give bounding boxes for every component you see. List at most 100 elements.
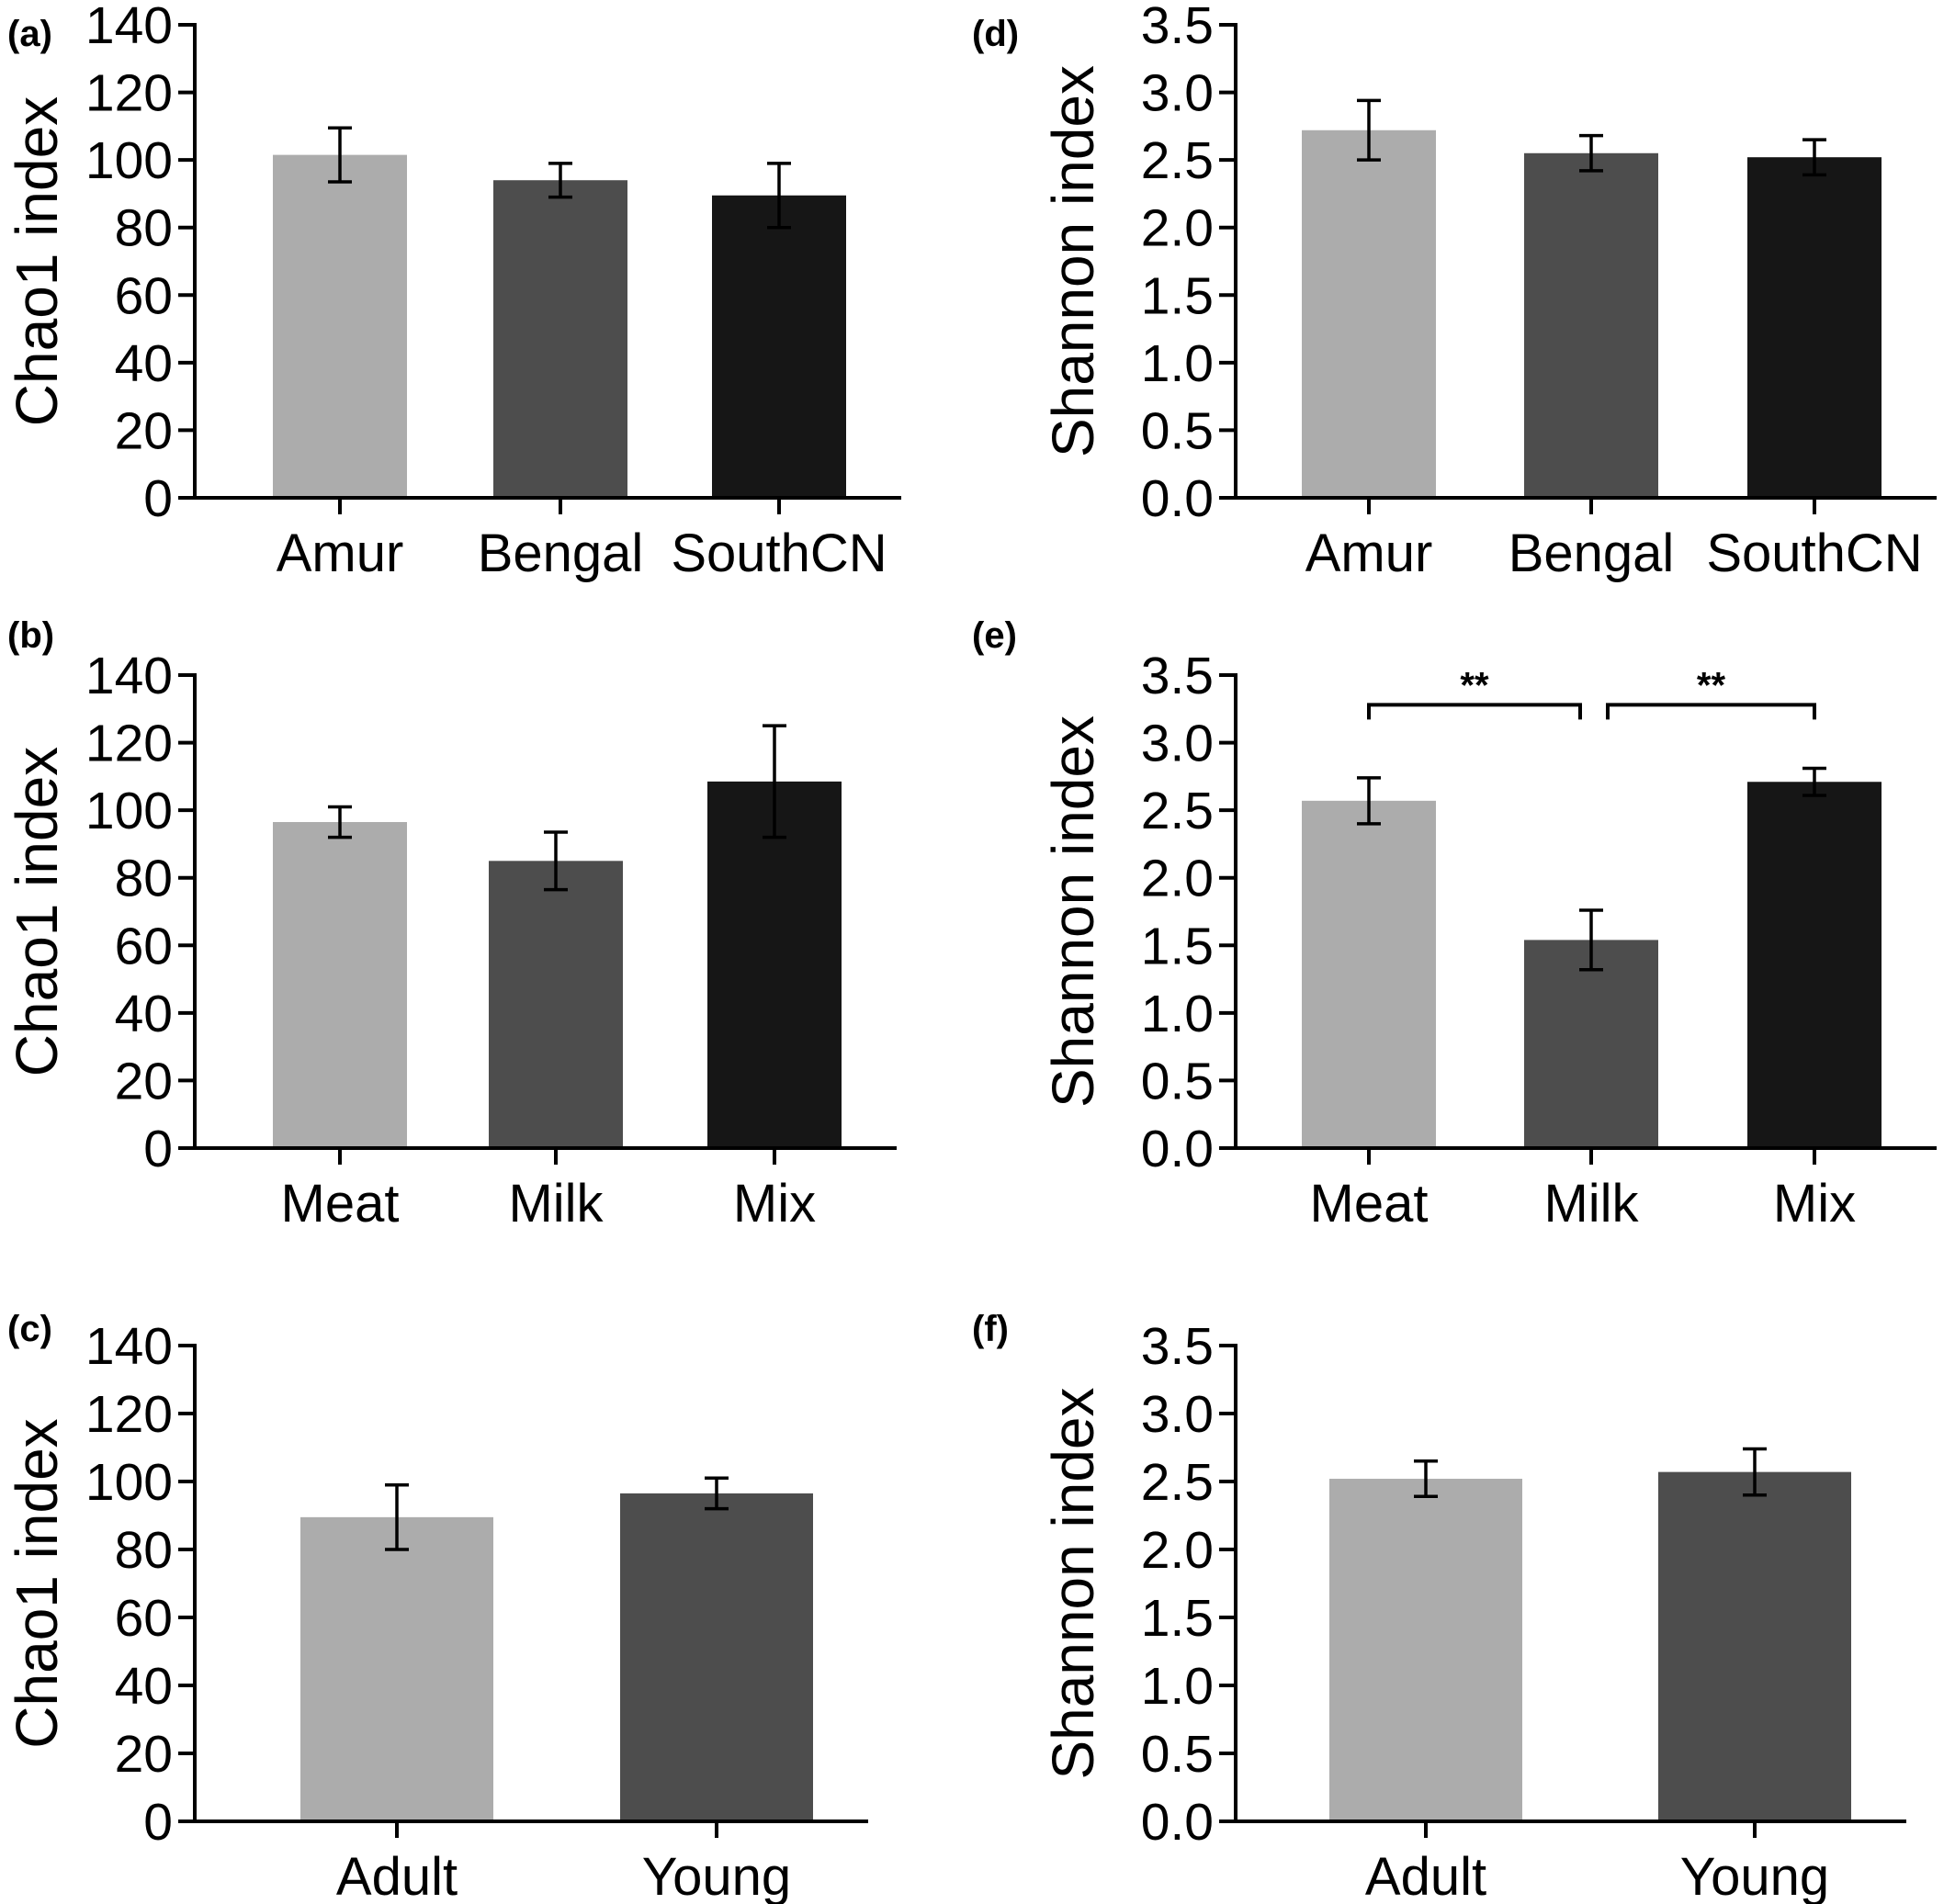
panel-label: (b)	[7, 615, 54, 656]
y-tick-label: 120	[85, 1385, 173, 1444]
y-axis-title: Chao1 index	[4, 96, 70, 426]
x-tick-label: Mix	[733, 1174, 816, 1234]
y-tick-label: 0	[143, 1120, 173, 1178]
y-tick-label: 40	[115, 334, 173, 393]
x-tick-label: Meat	[281, 1174, 400, 1234]
y-tick-label: 100	[85, 1453, 173, 1512]
x-tick-label: Young	[642, 1847, 791, 1904]
y-tick-label: 80	[115, 1521, 173, 1580]
y-tick-label: 3.5	[1141, 1317, 1214, 1376]
bar-southcn	[1747, 157, 1882, 498]
y-tick-label: 0.5	[1141, 1052, 1214, 1110]
y-tick-label: 3.0	[1141, 64, 1214, 123]
y-axis-title: Shannon index	[1040, 1387, 1106, 1779]
y-tick-label: 140	[85, 1317, 173, 1376]
y-tick-label: 60	[115, 917, 173, 975]
significance-label: **	[1460, 665, 1489, 705]
x-tick-label: Adult	[336, 1847, 458, 1904]
y-tick-label: 20	[115, 1725, 173, 1784]
bar-meat	[1302, 800, 1436, 1148]
significance-bracket	[1606, 703, 1816, 720]
x-tick-label: Milk	[508, 1174, 604, 1234]
y-tick-label: 2.5	[1141, 131, 1214, 190]
x-tick-label: SouthCN	[671, 524, 887, 583]
bar-meat	[273, 822, 407, 1148]
chart-panel-4: (e) Shannon index 0.0 0.5 1.0 1.5 2.0 2.5 3.0 3.5…	[972, 615, 1937, 1234]
y-tick-label: 1.0	[1141, 985, 1214, 1043]
y-tick-label: 20	[115, 401, 173, 460]
x-tick-label: SouthCN	[1706, 524, 1922, 583]
y-tick-label: 100	[85, 782, 173, 840]
y-axis-title: Shannon index	[1040, 65, 1106, 457]
panel-label: (a)	[7, 14, 52, 54]
y-tick-label: 40	[115, 1657, 173, 1716]
bar-adult	[1329, 1479, 1522, 1821]
y-tick-label: 1.5	[1141, 1589, 1214, 1648]
y-tick-label: 2.0	[1141, 199, 1214, 258]
x-tick-label: Amur	[277, 524, 404, 583]
y-tick-label: 2.5	[1141, 1453, 1214, 1512]
y-axis-title: Chao1 index	[4, 747, 70, 1076]
bar-amur	[273, 154, 407, 498]
y-tick-label: 3.0	[1141, 715, 1214, 773]
x-tick-label: Adult	[1365, 1847, 1486, 1904]
y-tick-label: 0.5	[1141, 1725, 1214, 1784]
y-tick-label: 80	[115, 199, 173, 258]
y-tick-label: 60	[115, 1589, 173, 1648]
panel-label: (d)	[972, 14, 1019, 54]
y-axis-title: Shannon index	[1040, 715, 1106, 1108]
y-tick-label: 0.0	[1141, 1793, 1214, 1852]
y-tick-label: 3.5	[1141, 0, 1214, 55]
y-tick-label: 0	[143, 469, 173, 528]
y-tick-label: 140	[85, 647, 173, 705]
significance-label: **	[1697, 665, 1726, 705]
y-tick-label: 20	[115, 1052, 173, 1110]
panel-label: (c)	[7, 1309, 52, 1349]
bar-mix	[707, 781, 842, 1148]
y-tick-label: 0.5	[1141, 401, 1214, 460]
bar-bengal	[493, 180, 627, 498]
y-tick-label: 60	[115, 266, 173, 325]
x-tick-label: Mix	[1773, 1174, 1856, 1234]
y-tick-label: 3.0	[1141, 1385, 1214, 1444]
x-tick-label: Amur	[1305, 524, 1433, 583]
y-tick-label: 2.5	[1141, 782, 1214, 840]
bar-adult	[300, 1516, 493, 1821]
y-tick-label: 1.5	[1141, 917, 1214, 975]
bar-young	[620, 1493, 813, 1821]
bar-milk	[1524, 940, 1658, 1148]
y-axis-title: Chao1 index	[4, 1418, 70, 1748]
y-tick-label: 100	[85, 131, 173, 190]
y-tick-label: 3.5	[1141, 647, 1214, 705]
x-tick-label: Young	[1680, 1847, 1829, 1904]
bar-southcn	[712, 195, 846, 498]
y-tick-label: 0	[143, 1793, 173, 1852]
x-tick-label: Bengal	[1509, 524, 1675, 583]
y-tick-label: 0.0	[1141, 1120, 1214, 1178]
x-tick-label: Milk	[1543, 1174, 1639, 1234]
y-tick-label: 2.0	[1141, 1521, 1214, 1580]
bar-amur	[1302, 130, 1436, 498]
y-tick-label: 1.5	[1141, 266, 1214, 325]
y-tick-label: 0.0	[1141, 469, 1214, 528]
chart-panel-0: (a) Chao1 index 0 20 40 60 80 100 120 140 Amur Beng…	[4, 0, 901, 583]
panel-label: (e)	[972, 615, 1017, 656]
y-tick-label: 80	[115, 850, 173, 908]
y-tick-label: 1.0	[1141, 334, 1214, 393]
y-tick-label: 120	[85, 64, 173, 123]
y-tick-label: 1.0	[1141, 1657, 1214, 1716]
y-tick-label: 2.0	[1141, 850, 1214, 908]
x-tick-label: Meat	[1310, 1174, 1429, 1234]
chart-panel-1: (b) Chao1 index 0 20 40 60 80 100 120 140 Meat Milk…	[4, 615, 897, 1234]
chart-panel-2: (c) Chao1 index 0 20 40 60 80 100 120 140 Adult You…	[4, 1309, 868, 1904]
bar-bengal	[1524, 152, 1658, 499]
chart-panel-5: (f) Shannon index 0.0 0.5 1.0 1.5 2.0 2.5 3.0 3.5…	[972, 1309, 1906, 1904]
x-tick-label: Bengal	[478, 524, 644, 583]
bar-milk	[489, 861, 623, 1148]
y-tick-label: 40	[115, 985, 173, 1043]
y-tick-label: 120	[85, 715, 173, 773]
bar-young	[1658, 1471, 1851, 1821]
y-tick-label: 140	[85, 0, 173, 55]
significance-bracket	[1367, 703, 1582, 720]
